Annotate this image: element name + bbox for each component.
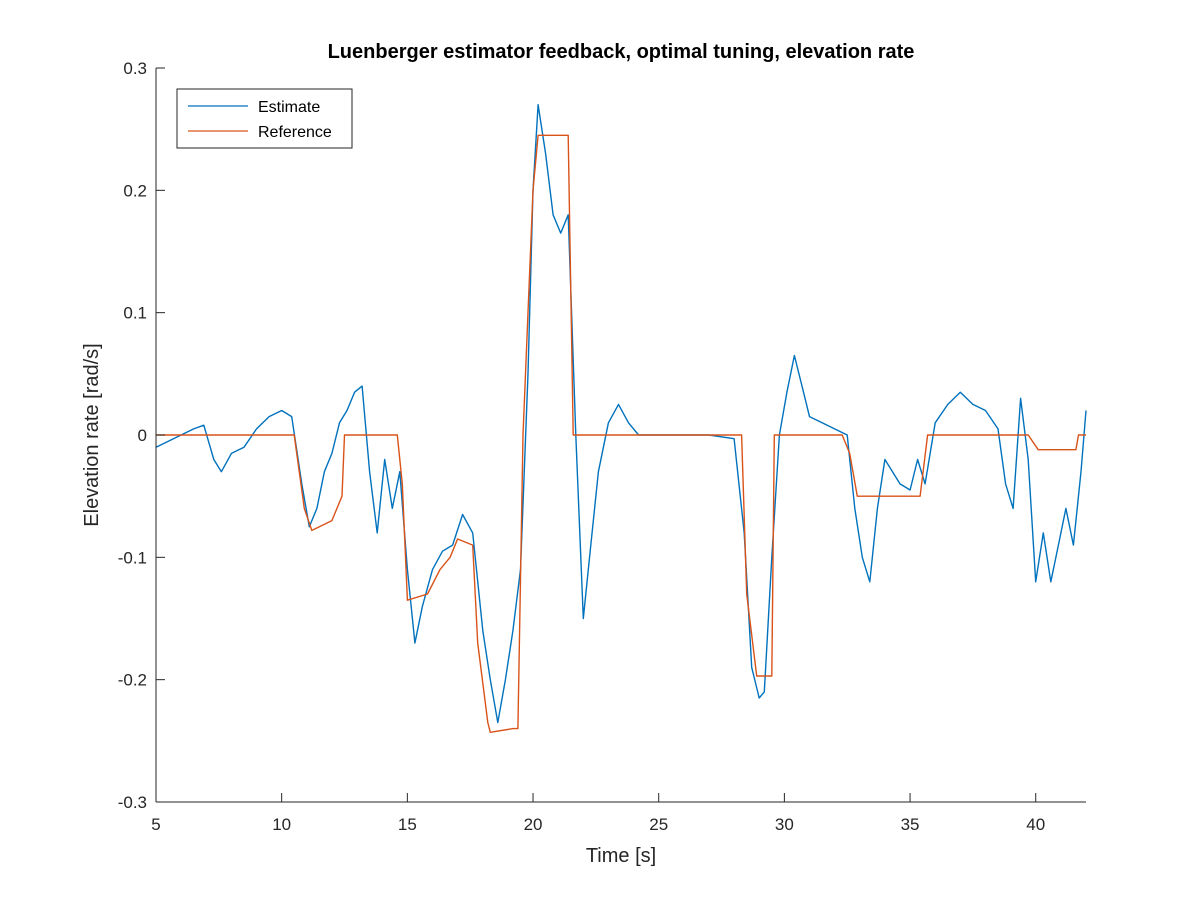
y-tick-label: 0.1 <box>123 304 147 323</box>
x-tick-label: 5 <box>151 815 160 834</box>
legend-label-reference: Reference <box>258 124 332 141</box>
series-line-estimate <box>155 104 1087 724</box>
x-tick-label: 15 <box>398 815 417 834</box>
x-axis-label: Time [s] <box>586 845 656 867</box>
legend: Estimate Reference <box>176 88 353 149</box>
x-tick-label: 30 <box>775 815 794 834</box>
y-tick-label: -0.2 <box>118 671 147 690</box>
x-tick-label: 20 <box>524 815 543 834</box>
y-ticks: -0.3 -0.2 -0.1 0 0.1 0.2 0.3 <box>118 59 165 812</box>
y-tick-label: 0 <box>138 426 147 445</box>
y-tick-label: -0.3 <box>118 793 147 812</box>
plot-area: 5 10 15 20 25 30 35 40 -0.3 -0.2 -0.1 0 0.1 0.2 0.3 <box>118 59 1087 834</box>
y-axis-label: Elevation rate [rad/s] <box>81 343 103 526</box>
x-tick-label: 25 <box>649 815 668 834</box>
legend-label-estimate: Estimate <box>258 99 320 116</box>
y-tick-label: 0.2 <box>123 181 147 200</box>
chart-title: Luenberger estimator feedback, optimal t… <box>328 41 915 63</box>
x-tick-label: 35 <box>901 815 920 834</box>
series-layer <box>155 104 1087 733</box>
legend-box <box>176 88 353 149</box>
x-tick-label: 10 <box>272 815 291 834</box>
x-tick-label: 40 <box>1026 815 1045 834</box>
x-ticks: 5 10 15 20 25 30 35 40 <box>151 793 1045 834</box>
y-tick-label: -0.1 <box>118 548 147 567</box>
series-line-reference <box>156 134 1086 733</box>
y-tick-label: 0.3 <box>123 59 147 78</box>
